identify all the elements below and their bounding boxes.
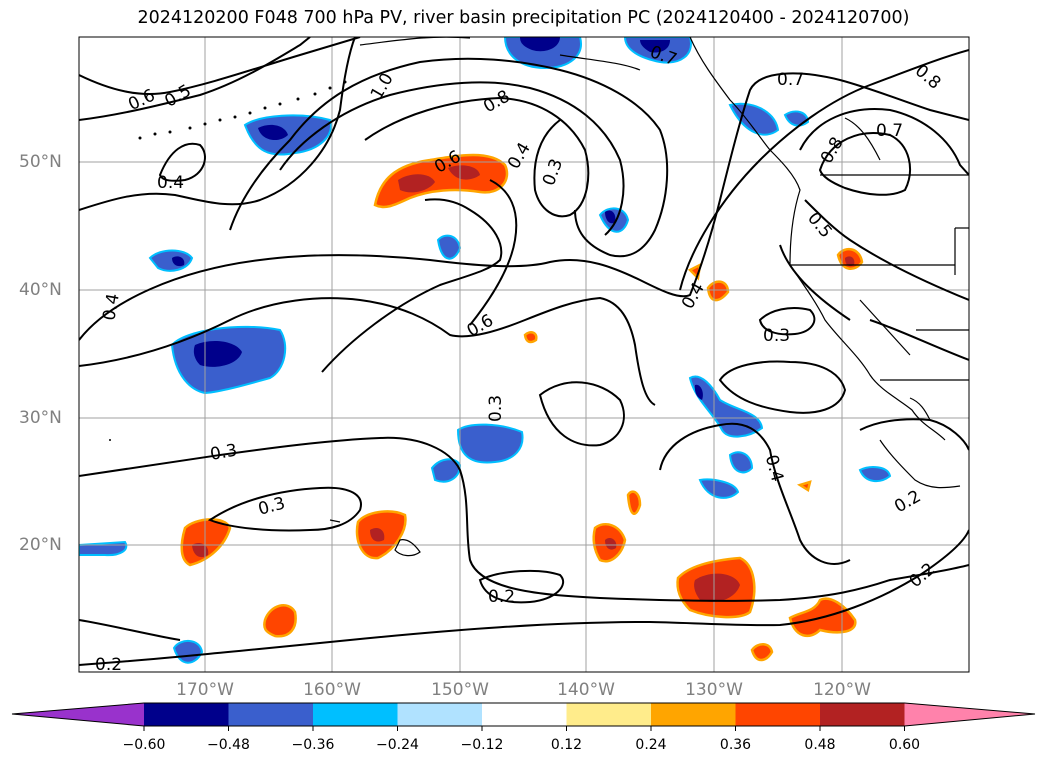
- contour-label: 0.3: [209, 441, 239, 465]
- contour-label: 0.7: [777, 70, 804, 90]
- coastlines: [329, 37, 969, 557]
- lat-label: 20°N: [19, 535, 62, 555]
- colorbar-bin: [651, 703, 736, 726]
- lon-label: 160°W: [303, 680, 361, 700]
- contour-label: 0.3: [763, 326, 790, 346]
- contour-label: 0.2: [95, 655, 122, 675]
- colorbar-tick-label: 0.36: [719, 737, 752, 753]
- contour-label: 0.4: [761, 453, 787, 484]
- colorbar-bin: [144, 703, 229, 726]
- lat-label: 40°N: [19, 280, 62, 300]
- colorbar-over-arrow: [904, 703, 1035, 726]
- pv-contours: [79, 37, 969, 666]
- colorbar-tick-label: 0.12: [550, 737, 583, 753]
- colorbar-tick-label: −0.12: [460, 737, 504, 753]
- lon-label: 120°W: [813, 680, 871, 700]
- colorbar-tick-label: 0.48: [804, 737, 836, 753]
- contour-label: 0.4: [504, 139, 535, 172]
- contour-label: 0.8: [480, 86, 513, 117]
- lat-label: 30°N: [19, 408, 62, 428]
- colorbar-bin: [482, 703, 567, 726]
- colorbar-bin: [397, 703, 482, 726]
- contour-label: 0.3: [486, 395, 506, 422]
- map-frame: [78, 36, 970, 673]
- graticule: [79, 37, 969, 672]
- strong-positive-precip-core: [192, 165, 855, 602]
- contour-label: 0.4: [99, 292, 123, 322]
- colorbar-under-arrow: [12, 703, 144, 726]
- lat-label: 50°N: [19, 152, 62, 172]
- lon-label: 130°W: [685, 680, 743, 700]
- map-area: 0.6 0.5 0.4 1.0 0.8 0.6 0.4 0.3 0.6 0.7 …: [79, 37, 969, 675]
- contour-label: 0.4: [157, 173, 184, 193]
- colorbar-tick-label: −0.36: [291, 737, 335, 753]
- contour-label: 0.2: [891, 486, 924, 517]
- contour-label: 0.7: [876, 121, 903, 141]
- colorbar-bin: [228, 703, 313, 726]
- colorbar-bin: [566, 703, 651, 726]
- contour-label: 1.0: [367, 70, 398, 103]
- colorbar-tick-label: −0.48: [207, 737, 250, 753]
- colorbar: [11, 702, 1036, 731]
- colorbar-tick-label: −0.60: [122, 737, 166, 753]
- contour-label: 0.5: [161, 81, 194, 112]
- colorbar-bin: [313, 703, 398, 726]
- contour-label: 0.3: [539, 156, 567, 188]
- strong-negative-precip-core: [172, 37, 703, 400]
- aleutian-islands: [109, 80, 347, 441]
- positive-precip-patch: [180, 153, 864, 662]
- precip-patches: [79, 37, 892, 664]
- lon-label: 150°W: [431, 680, 489, 700]
- colorbar-bin: [735, 703, 820, 726]
- colorbar-tick-label: −0.24: [376, 737, 419, 753]
- contour-label: 0.5: [803, 209, 836, 243]
- map-title: 2024120200 F048 700 hPa PV, river basin …: [137, 8, 910, 28]
- colorbar-bin: [820, 703, 905, 726]
- contour-label: 0.8: [911, 61, 945, 94]
- lon-label: 140°W: [557, 680, 615, 700]
- colorbar-tick-label: 0.60: [888, 737, 921, 753]
- colorbar-tick-label: 0.24: [635, 737, 667, 753]
- contour-label: 0.2: [488, 587, 515, 607]
- lon-label: 170°W: [176, 680, 234, 700]
- contour-label: 0.4: [678, 279, 709, 312]
